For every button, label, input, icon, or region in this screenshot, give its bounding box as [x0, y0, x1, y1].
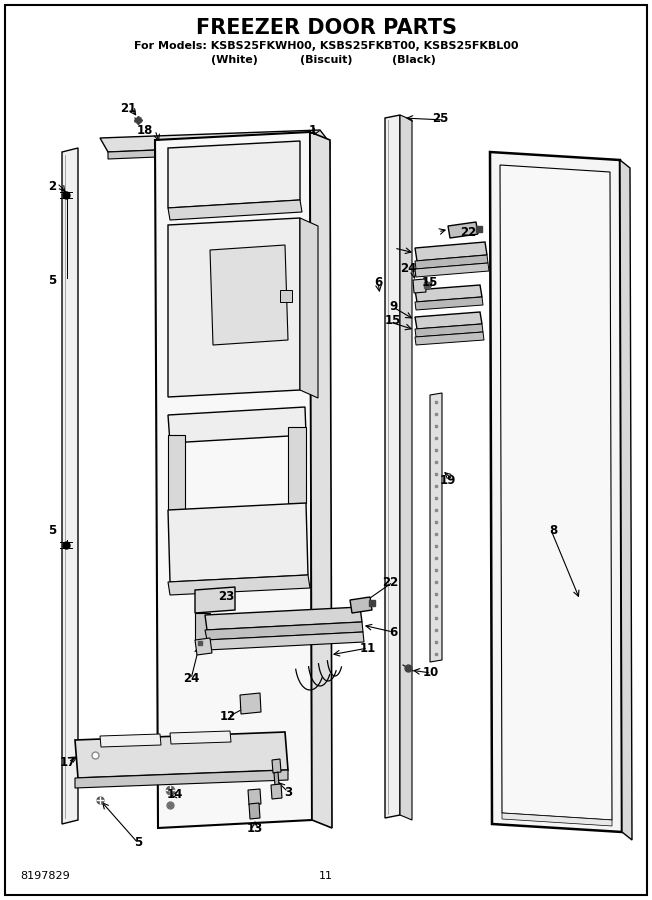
Polygon shape [413, 279, 426, 293]
Text: 23: 23 [218, 590, 234, 604]
Polygon shape [210, 245, 288, 345]
Polygon shape [168, 503, 308, 582]
Text: FREEZER DOOR PARTS: FREEZER DOOR PARTS [196, 18, 456, 38]
Text: 6: 6 [374, 275, 382, 289]
Polygon shape [415, 324, 483, 337]
Polygon shape [205, 622, 363, 640]
Text: 8: 8 [549, 524, 557, 536]
Text: 9: 9 [389, 301, 397, 313]
Polygon shape [168, 200, 302, 220]
Text: (White): (White) [211, 55, 258, 65]
Polygon shape [168, 407, 306, 443]
Polygon shape [249, 803, 260, 819]
Polygon shape [400, 115, 412, 820]
Polygon shape [415, 312, 482, 329]
Text: 11: 11 [319, 871, 333, 881]
Polygon shape [205, 632, 364, 650]
Polygon shape [155, 132, 312, 828]
Text: 3: 3 [284, 786, 292, 798]
Polygon shape [168, 575, 310, 595]
Text: 1: 1 [309, 124, 317, 138]
Bar [280, 290, 292, 302]
Polygon shape [310, 132, 332, 828]
Polygon shape [170, 731, 231, 744]
Text: 15: 15 [422, 275, 438, 289]
Polygon shape [490, 152, 622, 832]
Text: 12: 12 [220, 710, 236, 724]
Polygon shape [288, 427, 306, 503]
Text: 18: 18 [137, 123, 153, 137]
Text: 5: 5 [134, 836, 142, 850]
Text: 5: 5 [48, 524, 56, 536]
Polygon shape [300, 218, 318, 398]
Polygon shape [415, 332, 484, 345]
Polygon shape [274, 772, 279, 786]
Polygon shape [168, 218, 300, 397]
Polygon shape [415, 255, 488, 269]
Text: For Models: KSBS25FKWH00, KSBS25FKBT00, KSBS25FKBL00: For Models: KSBS25FKWH00, KSBS25FKBT00, … [134, 41, 518, 51]
Polygon shape [100, 734, 161, 747]
Text: 17: 17 [60, 755, 76, 769]
Text: 22: 22 [382, 575, 398, 589]
Polygon shape [500, 165, 612, 820]
Text: 22: 22 [460, 226, 476, 239]
Polygon shape [195, 587, 235, 613]
Text: 19: 19 [440, 473, 456, 487]
Text: 11: 11 [360, 642, 376, 654]
Polygon shape [205, 607, 362, 630]
Polygon shape [240, 693, 261, 714]
Text: 24: 24 [400, 262, 416, 274]
Text: 5: 5 [48, 274, 56, 286]
Text: 21: 21 [120, 103, 136, 115]
Polygon shape [385, 115, 400, 818]
Text: 10: 10 [423, 667, 439, 680]
Text: 24: 24 [183, 672, 200, 686]
Text: 8197829: 8197829 [20, 871, 70, 881]
Polygon shape [415, 242, 487, 261]
Polygon shape [62, 148, 78, 824]
Text: 25: 25 [432, 112, 448, 125]
Polygon shape [350, 597, 372, 613]
Polygon shape [272, 759, 281, 773]
Polygon shape [620, 160, 632, 840]
Polygon shape [430, 393, 442, 662]
Text: 13: 13 [247, 822, 263, 834]
Polygon shape [248, 789, 261, 805]
Text: 2: 2 [48, 179, 56, 193]
Text: 6: 6 [389, 626, 397, 638]
Polygon shape [168, 141, 300, 208]
Polygon shape [415, 285, 482, 302]
Polygon shape [195, 613, 210, 640]
Polygon shape [100, 130, 330, 152]
Polygon shape [75, 732, 288, 778]
Text: 15: 15 [385, 314, 401, 328]
Polygon shape [271, 784, 282, 799]
Polygon shape [108, 143, 330, 159]
Polygon shape [448, 222, 478, 238]
Polygon shape [502, 813, 612, 826]
Polygon shape [75, 770, 288, 788]
Polygon shape [195, 638, 212, 655]
Polygon shape [168, 435, 185, 510]
Text: 14: 14 [167, 788, 183, 802]
Text: (Biscuit): (Biscuit) [300, 55, 352, 65]
Text: (Black): (Black) [392, 55, 436, 65]
Polygon shape [415, 263, 489, 277]
Polygon shape [415, 297, 483, 310]
